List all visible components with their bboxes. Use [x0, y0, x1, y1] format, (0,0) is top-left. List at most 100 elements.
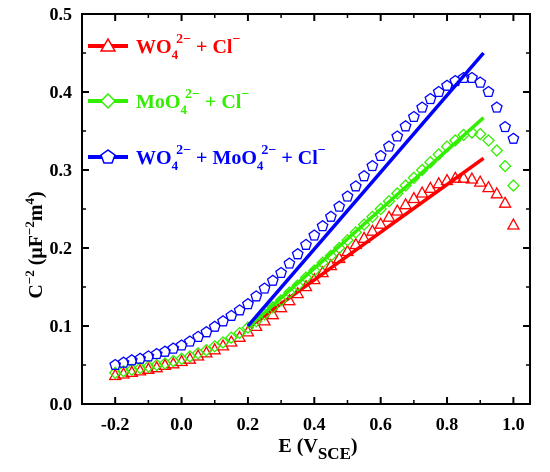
data-point-pentagon [382, 140, 395, 152]
data-point-pentagon [258, 282, 271, 294]
data-point-diamond [473, 127, 487, 141]
data-point-pentagon [490, 101, 503, 113]
data-point-triangle [199, 345, 214, 358]
data-point-diamond [482, 133, 495, 147]
data-point-pentagon [117, 356, 130, 368]
x-tick-label: 1.0 [502, 414, 525, 434]
series-3 [109, 51, 520, 371]
data-point-diamond [307, 264, 321, 278]
legend-entry: WO42− + MoO42− + Cl− [88, 143, 326, 173]
data-point-diamond [341, 233, 354, 247]
data-point-pentagon [308, 229, 321, 241]
data-point-pentagon [465, 71, 478, 84]
y-axis-title: C−2 (μF−2m4) [22, 191, 47, 298]
x-axis-title: E (VSCE) [278, 435, 357, 463]
data-point-diamond [233, 326, 247, 340]
data-point-pentagon [142, 350, 155, 362]
x-tick-label: 0.2 [237, 414, 260, 434]
data-point-triangle [498, 195, 512, 208]
data-point-pentagon [241, 297, 254, 310]
data-point-diamond [266, 300, 280, 314]
legend: WO42− + Cl− MoO42− + Cl− WO42− + MoO42− … [88, 32, 326, 173]
x-tick-label: -0.2 [101, 414, 130, 434]
data-point-pentagon [150, 347, 163, 360]
data-point-diamond [332, 241, 346, 255]
data-point-pentagon [283, 257, 296, 269]
data-point-diamond [506, 179, 520, 193]
data-point-triangle [382, 209, 396, 222]
data-point-pentagon [474, 76, 487, 88]
data-point-pentagon [366, 159, 379, 172]
data-point-triangle [481, 180, 496, 193]
x-tick-label: 0.6 [369, 414, 392, 434]
plot-frame [81, 13, 531, 405]
legend-marker-triangle [99, 37, 117, 52]
data-point-pentagon [391, 130, 404, 142]
data-point-pentagon [482, 85, 495, 98]
data-point-pentagon [349, 180, 362, 192]
data-point-diamond [199, 343, 213, 357]
data-point-diamond [316, 256, 330, 270]
data-point-pentagon [125, 353, 138, 366]
data-point-diamond [498, 159, 512, 173]
data-point-pentagon [300, 238, 312, 250]
x-tick-label: 0.4 [303, 414, 326, 434]
data-point-pentagon [109, 358, 122, 371]
data-point-pentagon [407, 110, 420, 123]
data-point-diamond [291, 278, 305, 292]
legend-label-2: MoO42− + Cl− [136, 87, 249, 117]
data-point-diamond [282, 286, 296, 299]
plot-area: -0.2 0.0 0.2 0.4 0.6 0.8 1.0 0.0 0.1 0.2 0.3 0.4 0.5 [50, 4, 531, 434]
y-tick-label: 0.3 [50, 160, 73, 180]
legend-label-1: WO42− + Cl− [136, 32, 240, 62]
data-point-diamond [216, 335, 230, 349]
data-point-triangle [506, 217, 521, 230]
y-tick-label: 0.1 [50, 316, 73, 336]
data-point-diamond [299, 271, 313, 285]
data-point-diamond [274, 293, 288, 307]
y-tick-label: 0.4 [50, 82, 73, 102]
data-point-triangle [191, 348, 205, 361]
data-point-pentagon [499, 120, 512, 133]
data-point-triangle [257, 313, 272, 326]
data-point-pentagon [416, 101, 429, 113]
data-point-pentagon [250, 290, 263, 302]
data-point-triangle [390, 203, 404, 216]
data-point-pentagon [507, 132, 520, 144]
data-point-diamond [324, 249, 338, 263]
y-tick-label: 0.2 [50, 238, 73, 258]
data-point-pentagon [374, 149, 387, 162]
data-point-diamond [490, 144, 504, 157]
data-point-triangle [465, 171, 479, 184]
data-point-pentagon [399, 119, 412, 132]
data-point-triangle [108, 368, 122, 381]
fit-line-3 [246, 51, 485, 328]
legend-entry: WO42− + Cl− [88, 32, 240, 62]
series-layer [108, 51, 521, 381]
data-point-triangle [365, 223, 380, 236]
data-point-triangle [432, 176, 446, 189]
fit-line-1 [246, 156, 485, 329]
legend-marker-diamond [99, 92, 117, 110]
data-point-pentagon [333, 200, 346, 212]
data-point-triangle [490, 186, 504, 199]
legend-entry: MoO42− + Cl− [88, 87, 249, 117]
legend-label-3: WO42− + MoO42− + Cl− [136, 143, 326, 173]
data-point-triangle [374, 216, 388, 229]
data-point-triangle [398, 197, 413, 210]
data-point-pentagon [266, 274, 279, 286]
x-tick-label: 0.0 [170, 414, 193, 434]
data-point-diamond [224, 331, 238, 345]
x-tick-label: 0.8 [436, 414, 459, 434]
data-point-pentagon [291, 247, 304, 260]
y-tick-label: 0.5 [50, 4, 73, 24]
ticks-layer: -0.2 0.0 0.2 0.4 0.6 0.8 1.0 0.0 0.1 0.2 0.3 0.4 0.5 [50, 4, 530, 434]
fit-line-2 [246, 116, 485, 329]
data-point-triangle [456, 170, 471, 183]
data-point-pentagon [134, 352, 147, 364]
data-point-pentagon [275, 266, 288, 279]
data-point-pentagon [324, 210, 337, 222]
data-point-triangle [473, 174, 487, 187]
data-point-pentagon [316, 219, 329, 232]
